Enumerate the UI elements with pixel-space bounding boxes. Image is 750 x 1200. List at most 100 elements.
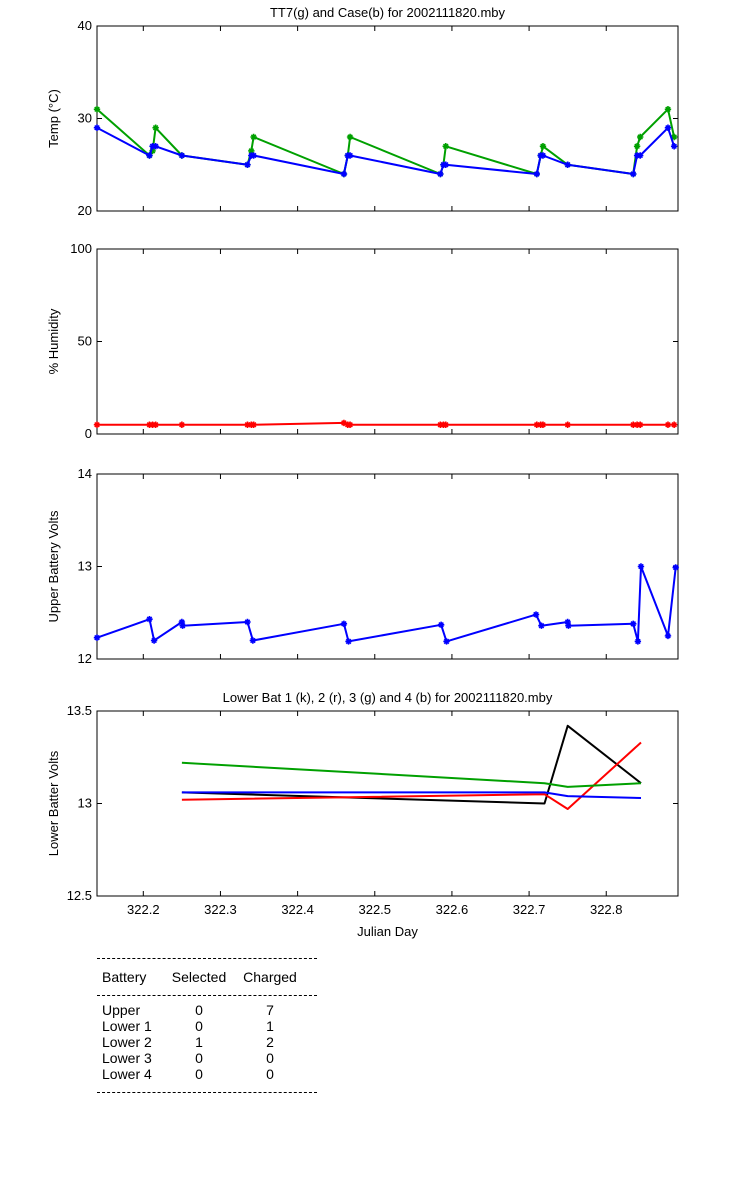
battery-name: Lower 1 [102, 1018, 152, 1034]
table-divider [97, 958, 317, 959]
y-tick-label: 40 [78, 18, 92, 33]
series-line [181, 741, 642, 810]
plot-frame [96, 710, 679, 897]
data-point [345, 638, 352, 645]
data-point [150, 637, 158, 644]
x-tick-label: 322.8 [590, 902, 623, 917]
charged-value: 1 [266, 1018, 274, 1034]
humidity-panel: 0 50 100 % Humidity [46, 241, 679, 441]
data-point [340, 170, 348, 178]
chart-title: Lower Bat 1 (k), 2 (r), 3 (g) and 4 (b) … [223, 690, 553, 705]
selected-value: 0 [195, 1066, 203, 1082]
data-point [340, 620, 348, 628]
data-point [152, 124, 159, 131]
table-divider [97, 995, 317, 996]
series-line [181, 791, 642, 799]
chart-title: TT7(g) and Case(b) for 2002111820.mby [270, 5, 506, 20]
data-point [146, 616, 153, 623]
charged-value: 0 [266, 1050, 274, 1066]
y-tick-label: 13 [78, 559, 92, 574]
y-tick-label: 14 [78, 466, 92, 481]
data-point [539, 421, 547, 428]
table-row: Lower 2 1 2 [97, 1034, 317, 1050]
series-2 [181, 741, 642, 810]
y-tick-label: 20 [78, 203, 92, 218]
selected-value: 0 [195, 1018, 203, 1034]
x-tick-label: 322.2 [127, 902, 160, 917]
data-point [633, 143, 641, 150]
data-point [533, 170, 541, 178]
data-point [93, 634, 101, 641]
data-point [664, 632, 672, 640]
data-point [346, 152, 354, 159]
data-point [538, 622, 545, 629]
y-axis-label: Temp (°C) [46, 89, 61, 148]
y-axis-label: Upper Battery Volts [46, 510, 61, 622]
battery-name: Upper [102, 1002, 141, 1018]
selected-value: 1 [195, 1034, 203, 1050]
data-point [250, 152, 257, 159]
table-row: Lower 3 0 0 [97, 1050, 317, 1066]
data-point [564, 421, 571, 428]
x-tick-label: 322.3 [204, 902, 237, 917]
header-battery: Battery [102, 969, 147, 985]
data-point [178, 618, 186, 626]
data-point [539, 143, 547, 150]
data-point [93, 124, 101, 131]
series-line [96, 565, 677, 643]
lower-battery-panel: 322.2 322.3 322.4 322.5 322.6 322.7 322.8 12.5 1… [46, 690, 679, 939]
data-point [93, 421, 101, 428]
data-point [442, 161, 449, 168]
data-point [539, 152, 547, 159]
data-point [636, 152, 644, 159]
x-tick-label: 322.7 [513, 902, 546, 917]
battery-name: Lower 2 [102, 1034, 152, 1050]
x-tick-label: 322.5 [358, 902, 391, 917]
data-point [634, 638, 642, 645]
series-line [181, 761, 642, 788]
data-point [250, 133, 257, 141]
charged-value: 2 [266, 1034, 274, 1050]
data-point [664, 106, 672, 113]
y-tick-label: 13 [78, 796, 92, 811]
battery-status-table: Battery Selected Charged Upper 0 7 Lower… [97, 958, 317, 1093]
data-point [442, 421, 449, 428]
data-point [670, 421, 678, 428]
series-1 [93, 419, 678, 428]
data-point [244, 161, 251, 168]
data-point [672, 564, 679, 571]
table-divider [97, 1092, 317, 1093]
data-point [340, 419, 348, 427]
data-point [437, 621, 445, 628]
data-point [630, 421, 637, 428]
data-point [630, 620, 637, 628]
x-tick-label: 322.6 [436, 902, 469, 917]
header-selected: Selected [171, 969, 227, 985]
data-point [564, 161, 571, 168]
series-3 [181, 761, 642, 788]
data-point [146, 152, 153, 159]
y-tick-label: 13.5 [67, 703, 92, 718]
y-tick-label: 100 [70, 241, 92, 256]
data-point [442, 143, 449, 150]
data-point [179, 622, 186, 629]
data-point [564, 618, 571, 626]
y-tick-label: 12 [78, 651, 92, 666]
x-axis-label: Julian Day [357, 924, 418, 939]
data-point [664, 421, 672, 428]
data-point [244, 421, 251, 428]
data-point [636, 133, 644, 141]
charged-value: 0 [266, 1066, 274, 1082]
data-point [244, 618, 251, 626]
y-tick-label: 30 [78, 111, 92, 126]
table-header-row: Battery Selected Charged [97, 959, 317, 995]
data-point [149, 147, 156, 155]
data-point [637, 563, 645, 570]
data-point [250, 421, 257, 428]
series-2 [93, 124, 678, 178]
data-point [630, 170, 637, 178]
data-point [249, 637, 257, 644]
series-1 [93, 106, 678, 178]
header-charged: Charged [243, 969, 297, 985]
